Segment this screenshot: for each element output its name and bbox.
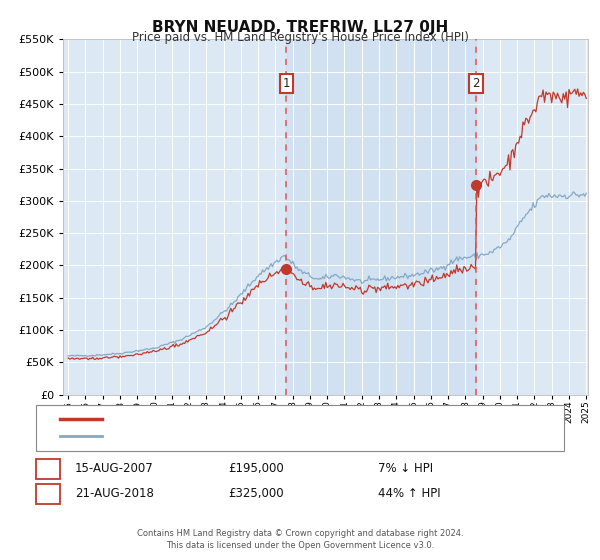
Text: 15-AUG-2007: 15-AUG-2007: [75, 462, 154, 475]
Text: Contains HM Land Registry data © Crown copyright and database right 2024.
This d: Contains HM Land Registry data © Crown c…: [137, 529, 463, 550]
Text: BRYN NEUADD, TREFRIW, LL27 0JH: BRYN NEUADD, TREFRIW, LL27 0JH: [152, 20, 448, 35]
Text: 7% ↓ HPI: 7% ↓ HPI: [378, 462, 433, 475]
Bar: [286, 39, 476, 395]
Text: 1: 1: [283, 77, 290, 90]
Text: HPI: Average price, detached house, Conwy: HPI: Average price, detached house, Conw…: [111, 431, 339, 441]
Text: £195,000: £195,000: [228, 462, 284, 475]
Text: Price paid vs. HM Land Registry's House Price Index (HPI): Price paid vs. HM Land Registry's House …: [131, 31, 469, 44]
Text: BRYN NEUADD, TREFRIW, LL27 0JH (detached house): BRYN NEUADD, TREFRIW, LL27 0JH (detached…: [111, 414, 386, 424]
Text: 2: 2: [44, 487, 52, 501]
Text: 1: 1: [44, 462, 52, 475]
Text: 44% ↑ HPI: 44% ↑ HPI: [378, 487, 440, 501]
Text: 2: 2: [472, 77, 480, 90]
Text: £325,000: £325,000: [228, 487, 284, 501]
Text: 21-AUG-2018: 21-AUG-2018: [75, 487, 154, 501]
